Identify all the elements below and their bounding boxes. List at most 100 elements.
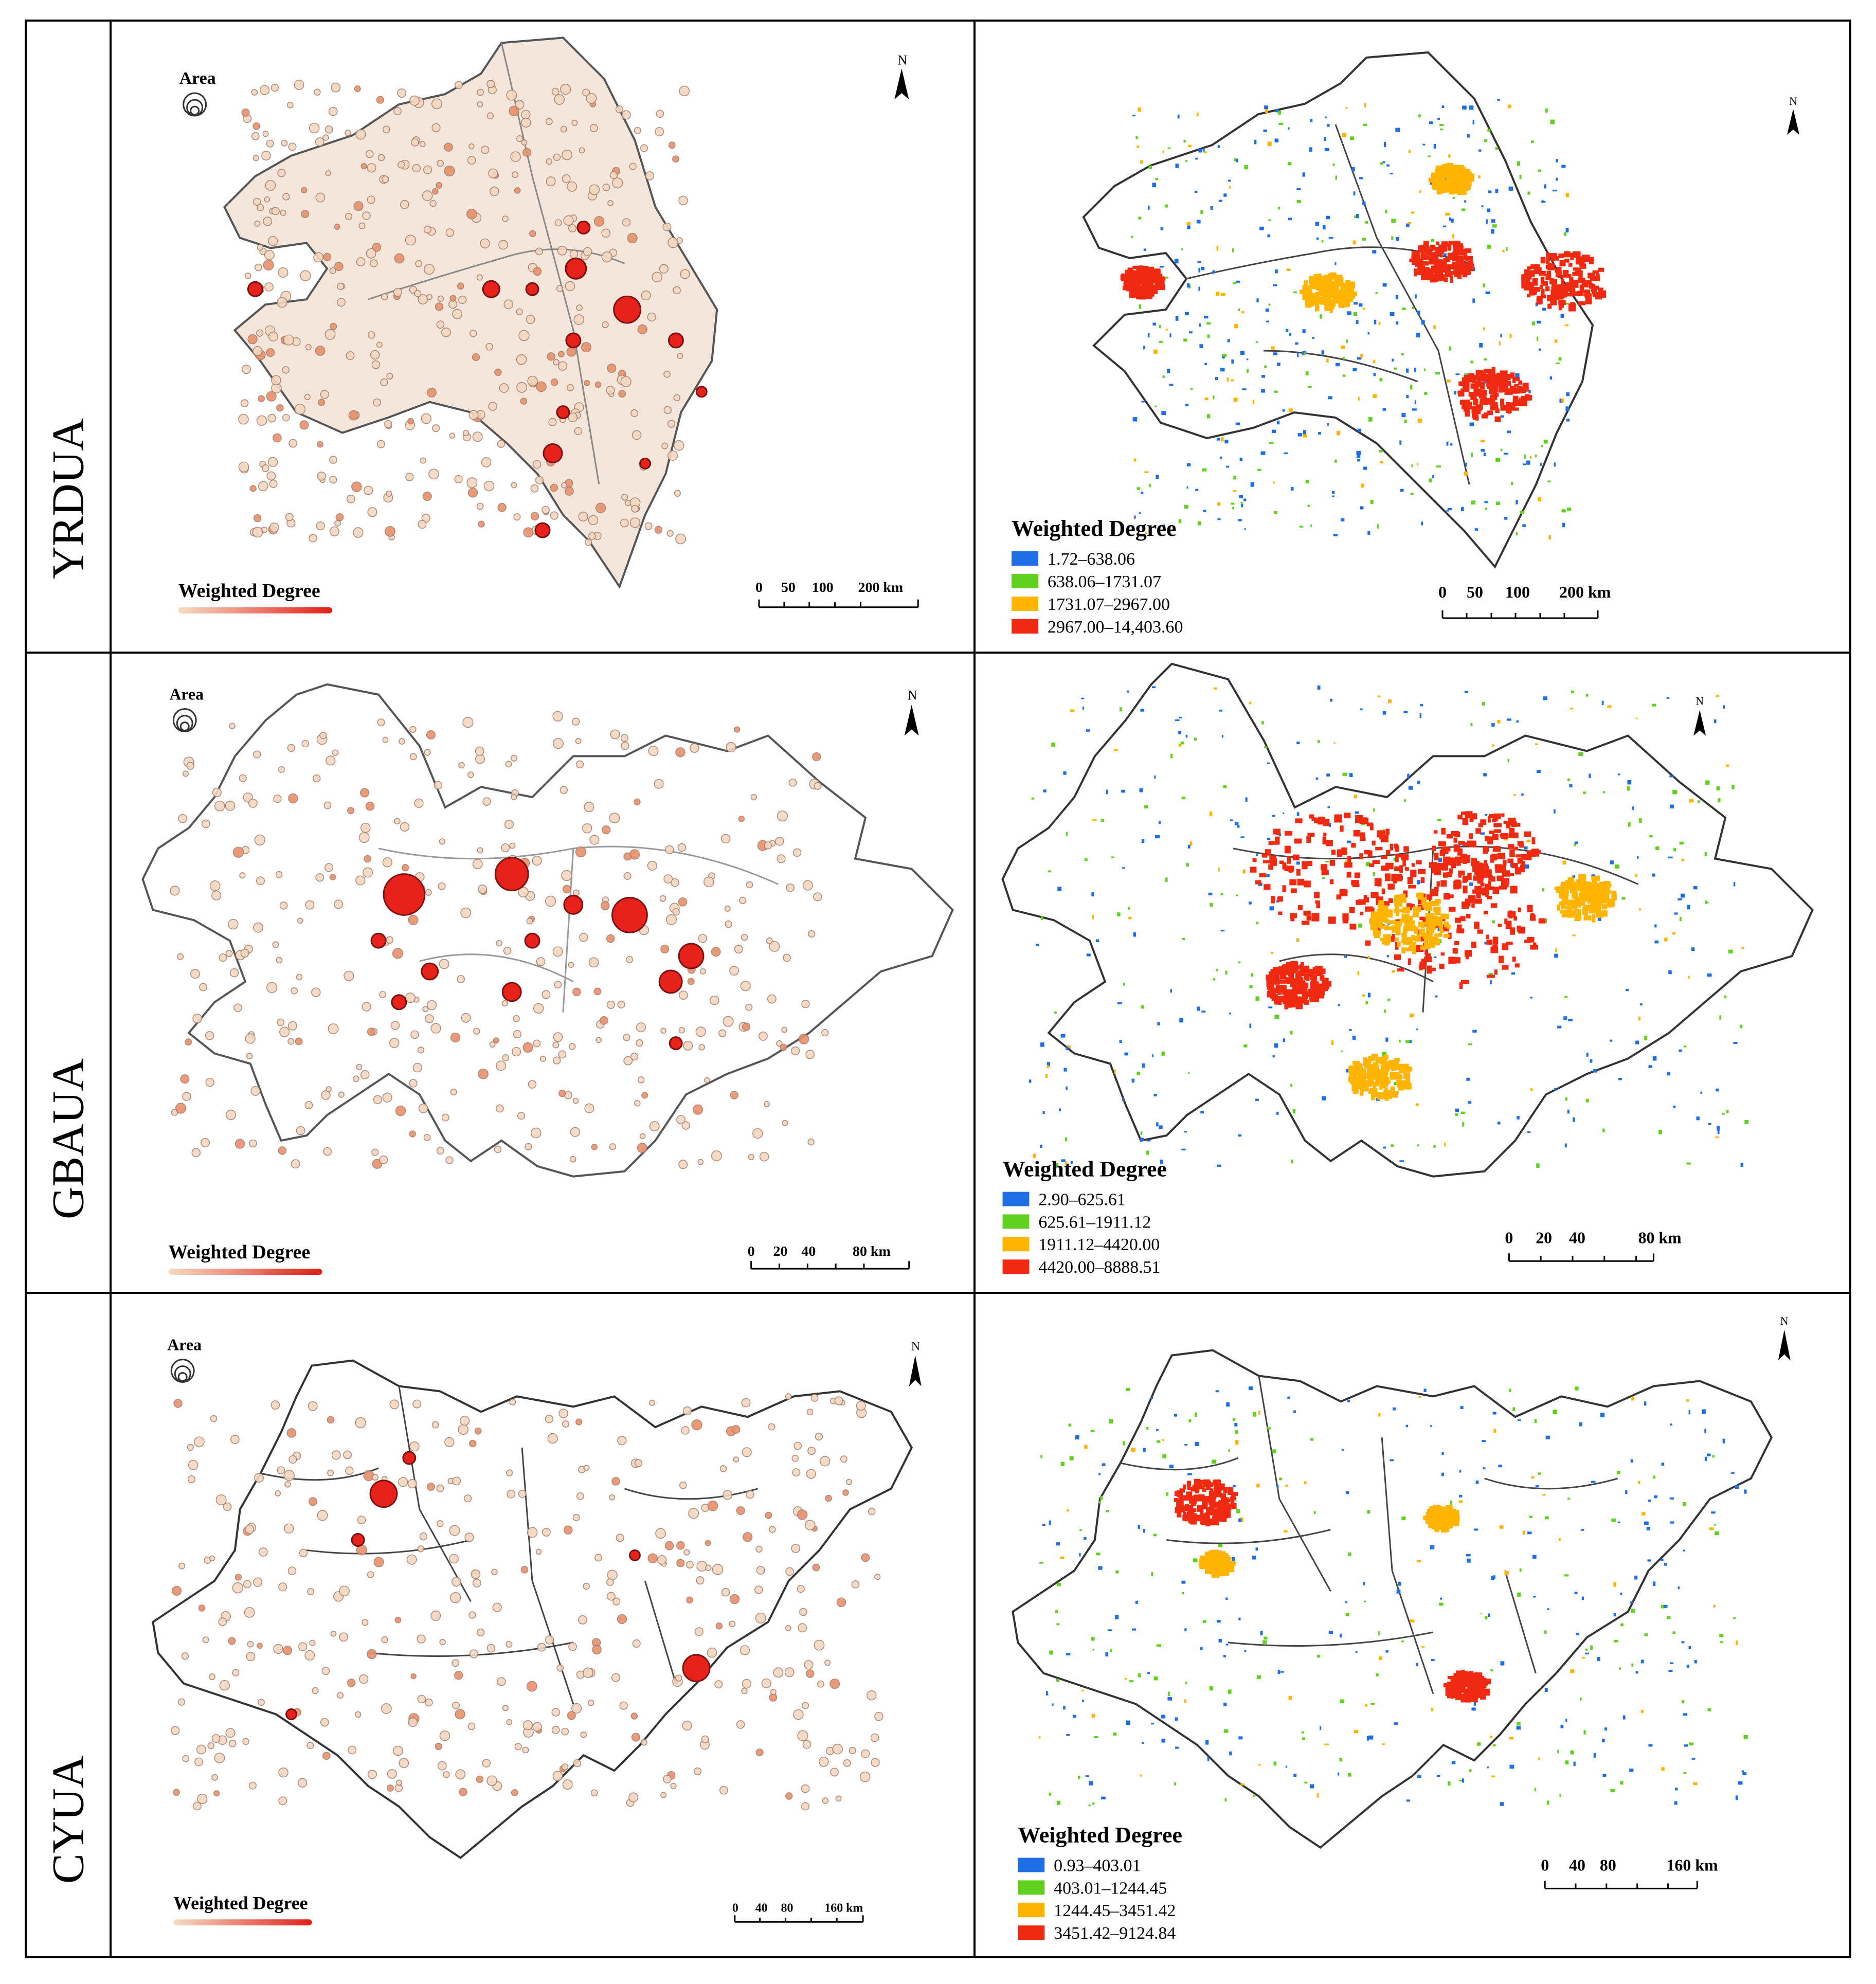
land-patch: [1056, 1542, 1060, 1546]
land-patch: [1379, 1656, 1383, 1661]
network-node: [663, 370, 671, 378]
land-patch: [1526, 460, 1530, 465]
land-patch: [1341, 290, 1349, 294]
network-node: [709, 995, 719, 1005]
land-patch: [1264, 746, 1268, 748]
land-patches: [1039, 1386, 1748, 1807]
land-patch: [1234, 822, 1239, 825]
network-node: [660, 944, 670, 953]
land-patch: [1485, 814, 1488, 816]
land-patch: [1123, 1441, 1125, 1446]
land-patch: [1434, 933, 1439, 937]
network-node: [632, 430, 642, 440]
land-patch: [1431, 1509, 1438, 1514]
land-patch: [1394, 908, 1400, 913]
land-patch: [1450, 1678, 1455, 1682]
network-node: [621, 110, 631, 120]
network-node: [317, 1510, 328, 1521]
land-patch: [1204, 363, 1207, 365]
land-patch: [1613, 1582, 1616, 1587]
network-node: [672, 155, 679, 163]
land-patch: [1579, 1698, 1582, 1701]
land-patch: [1490, 946, 1499, 953]
network-hub-node: [556, 405, 570, 420]
land-patch: [1529, 456, 1532, 459]
network-node: [351, 481, 362, 492]
land-patch: [1443, 225, 1447, 227]
land-patch: [1414, 268, 1417, 277]
network-node: [385, 526, 395, 537]
network-node: [791, 1544, 800, 1553]
land-patch: [1488, 372, 1492, 378]
network-node: [438, 882, 446, 890]
land-patch: [1143, 1448, 1146, 1452]
network-node: [182, 1755, 190, 1762]
land-patch: [1267, 234, 1270, 238]
network-node: [258, 1547, 268, 1557]
network-node: [511, 1789, 518, 1796]
land-patch: [1294, 985, 1302, 990]
land-patch: [1331, 491, 1335, 494]
land-patch: [1487, 836, 1493, 845]
land-patch: [1222, 356, 1225, 359]
land-patch: [1455, 1688, 1460, 1692]
land-patch: [1452, 173, 1458, 180]
network-node: [785, 1393, 792, 1400]
land-patch: [1177, 1490, 1183, 1498]
land-patch: [1487, 410, 1493, 416]
land-patch: [1566, 906, 1573, 911]
land-patch: [1285, 989, 1290, 998]
land-patch: [1370, 917, 1374, 926]
land-patch: [1273, 1761, 1277, 1766]
land-patch: [1634, 1575, 1638, 1580]
network-node: [758, 1031, 768, 1041]
land-patch: [1733, 882, 1736, 887]
land-patch: [1478, 175, 1481, 178]
land-patch: [1401, 1640, 1404, 1643]
network-node: [381, 1636, 388, 1644]
network-node: [309, 534, 317, 543]
network-node: [171, 1585, 182, 1596]
network-node: [677, 843, 687, 852]
land-patch: [1327, 423, 1329, 426]
land-patch: [1401, 1516, 1406, 1521]
land-patch: [1462, 1669, 1465, 1674]
land-patch: [1597, 917, 1601, 921]
land-patch: [1155, 178, 1158, 181]
land-patch: [1366, 1073, 1372, 1079]
network-node: [283, 1470, 295, 1481]
land-patch: [1156, 1440, 1161, 1443]
land-patch: [1456, 928, 1465, 934]
land-patch: [1533, 942, 1537, 947]
land-patch: [1579, 1422, 1582, 1427]
land-patch: [1646, 1527, 1650, 1530]
land-patch: [1410, 493, 1414, 495]
land-patch: [1578, 752, 1583, 756]
network-hub-node: [565, 257, 587, 280]
land-patch: [1346, 1491, 1349, 1494]
land-patch: [1335, 175, 1337, 180]
land-patch: [1144, 805, 1148, 809]
network-node: [435, 302, 444, 311]
land-patch: [1560, 279, 1564, 285]
land-patch: [1444, 277, 1448, 282]
land-patch: [1405, 368, 1409, 373]
land-patch: [1567, 877, 1575, 883]
land-patch: [1210, 903, 1213, 907]
network-node: [313, 252, 324, 263]
land-patch: [1314, 965, 1323, 970]
land-patch: [1439, 926, 1443, 931]
network-node: [741, 934, 748, 941]
network-node: [777, 810, 788, 822]
land-patch: [1661, 1604, 1666, 1609]
network-node: [482, 797, 491, 806]
land-patch: [1371, 1081, 1379, 1086]
land-patch: [1672, 790, 1677, 795]
land-patch: [1677, 1586, 1680, 1590]
land-patch: [1302, 1737, 1305, 1740]
land-patch: [1547, 263, 1555, 270]
land-patch: [1401, 353, 1404, 355]
network-node: [434, 781, 443, 790]
network-node: [552, 1771, 563, 1781]
land-patch: [1519, 398, 1527, 405]
